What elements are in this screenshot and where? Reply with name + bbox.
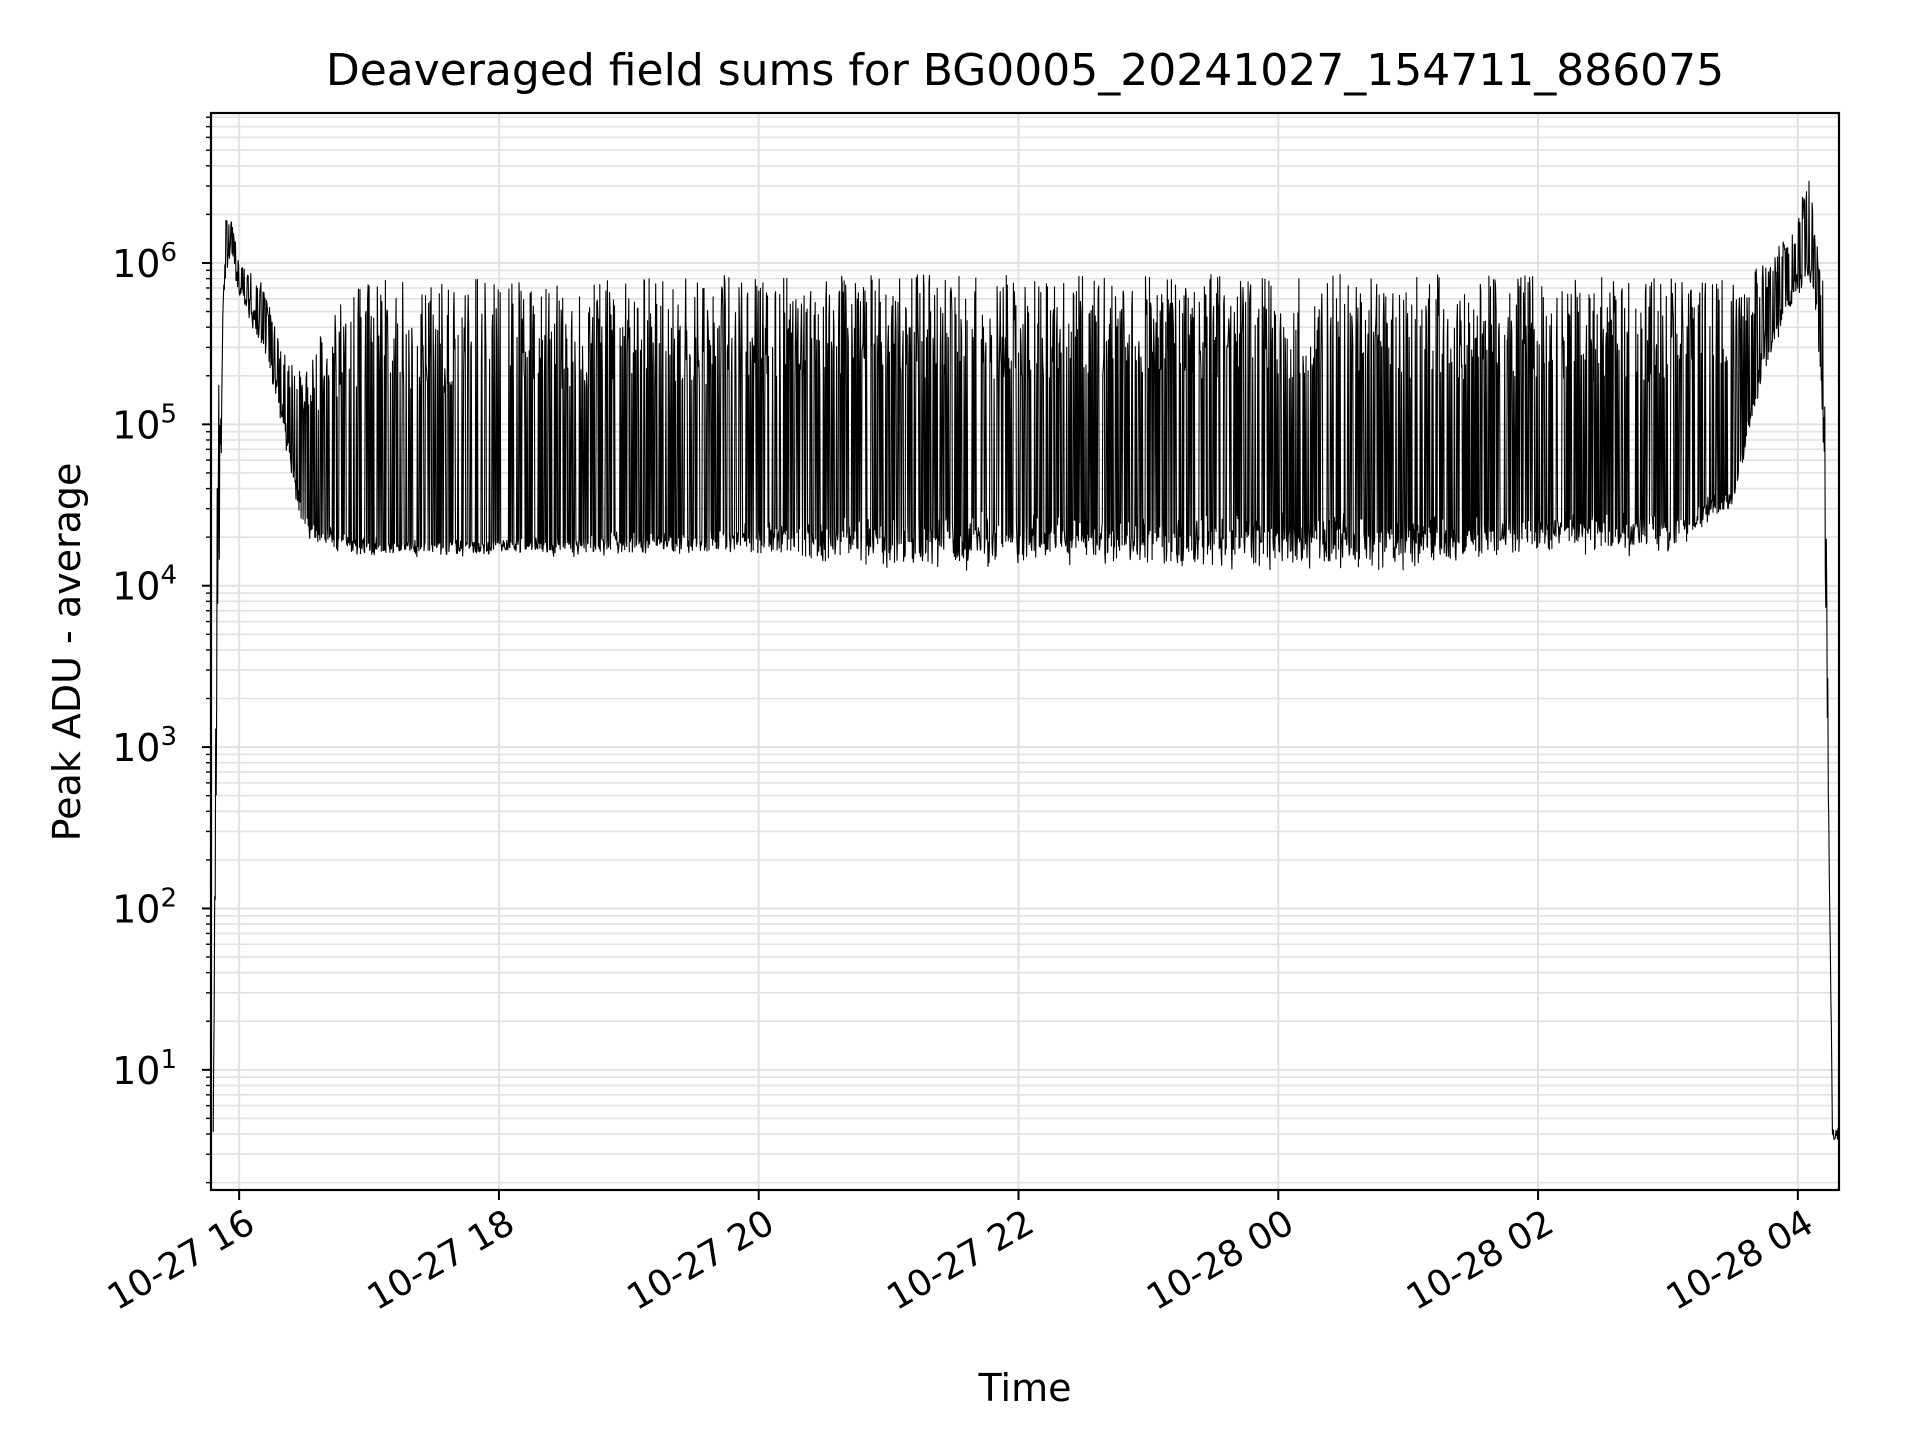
y-tick-exponent: 4 <box>160 561 177 591</box>
y-tick-label: 101 <box>112 1045 177 1093</box>
plot-area-frame <box>209 111 1841 1192</box>
x-tick-label: 10-27 22 <box>880 1202 1041 1318</box>
y-tick-base: 10 <box>112 565 160 609</box>
y-tick-label: 104 <box>112 561 177 609</box>
y-tick-label: 106 <box>112 238 177 286</box>
y-tick-exponent: 2 <box>160 883 177 913</box>
x-tick-label: 10-28 02 <box>1400 1202 1561 1318</box>
data-series-line <box>212 180 1840 1141</box>
y-tick-base: 10 <box>112 403 160 447</box>
y-tick-exponent: 6 <box>160 238 177 268</box>
y-tick-base: 10 <box>112 726 160 770</box>
data-series <box>212 180 1840 1141</box>
x-tick-label: 10-27 18 <box>361 1202 522 1318</box>
y-tick-label: 105 <box>112 399 177 447</box>
y-tick-exponent: 5 <box>160 399 177 429</box>
chart-title: Deaveraged field sums for BG0005_2024102… <box>326 45 1724 96</box>
x-tick-label: 10-27 16 <box>101 1202 262 1318</box>
y-tick-label: 103 <box>112 722 177 770</box>
x-tick-label: 10-28 00 <box>1140 1202 1301 1318</box>
y-tick-exponent: 1 <box>160 1045 177 1075</box>
y-axis-label: Peak ADU - average <box>45 463 89 842</box>
y-tick-base: 10 <box>112 1049 160 1093</box>
x-axis-label: Time <box>978 1366 1072 1410</box>
x-tick-label: 10-27 20 <box>621 1202 782 1318</box>
grid-lines <box>211 113 1839 1190</box>
y-tick-label: 102 <box>112 883 177 931</box>
x-tick-label: 10-28 04 <box>1660 1202 1821 1318</box>
y-tick-base: 10 <box>112 242 160 286</box>
y-tick-base: 10 <box>112 887 160 931</box>
y-tick-exponent: 3 <box>160 722 177 752</box>
